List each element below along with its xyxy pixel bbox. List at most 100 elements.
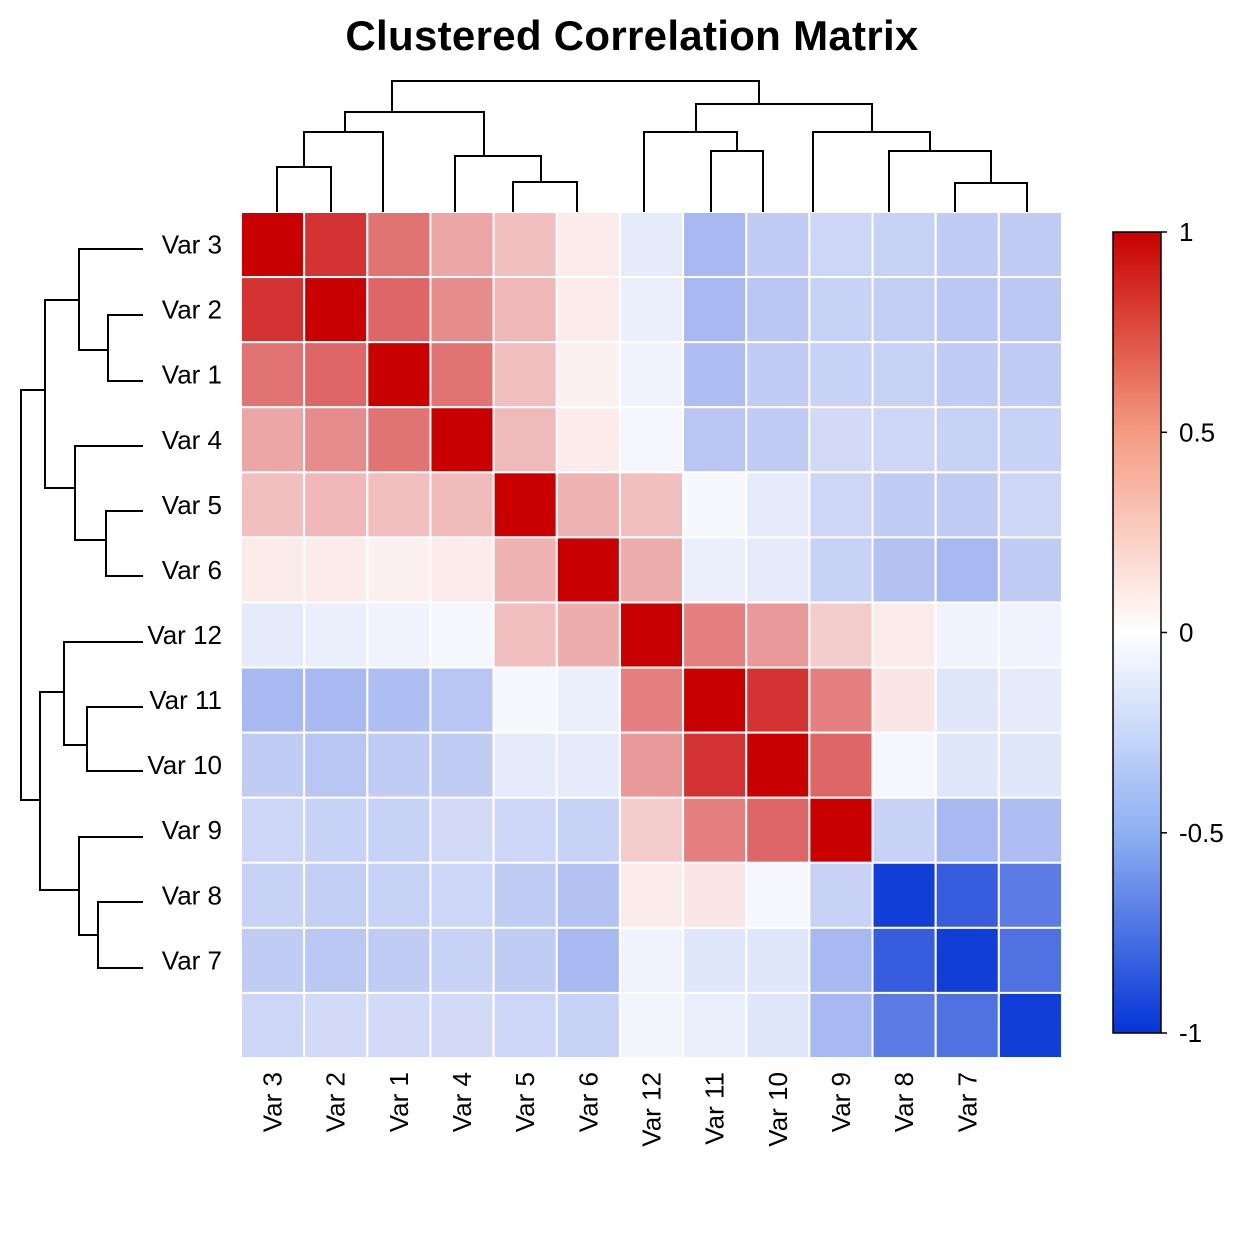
heatmap-cell: [808, 731, 874, 799]
heatmap-cell: [492, 796, 558, 864]
heatmap-cell: [240, 471, 306, 539]
row-label: Var 2: [162, 295, 222, 325]
dendrogram-branch: [888, 150, 992, 212]
heatmap-cell: [682, 471, 748, 539]
heatmap-cell: [745, 341, 811, 409]
dendrogram-branch: [695, 103, 873, 132]
heatmap-cell: [618, 601, 685, 669]
heatmap-cell: [871, 861, 937, 929]
heatmap-cell: [618, 276, 685, 344]
heatmap-cell: [492, 991, 558, 1059]
heatmap-cell: [682, 601, 748, 669]
heatmap-cell: [997, 926, 1063, 994]
heatmap-cell: [997, 341, 1063, 409]
heatmap-cell: [366, 926, 432, 994]
heatmap-cell: [808, 991, 874, 1059]
dendrogram-branch: [512, 181, 578, 212]
dendrogram-branch: [78, 248, 143, 351]
dendrogram-branch: [303, 131, 384, 212]
heatmap-cell: [555, 601, 621, 669]
heatmap-cell: [240, 731, 306, 799]
heatmap-cell: [808, 211, 874, 279]
column-label: Var 8: [889, 1072, 919, 1132]
heatmap-cell: [429, 406, 495, 474]
row-label: Var 6: [162, 555, 222, 585]
heatmap-cell: [745, 406, 811, 474]
heatmap-cell: [240, 211, 306, 279]
heatmap-cell: [808, 666, 874, 734]
heatmap-cell: [745, 536, 811, 604]
heatmap-cell: [492, 861, 558, 929]
heatmap-cell: [618, 926, 685, 994]
heatmap-cell: [429, 211, 495, 279]
dendrogram-branch: [39, 691, 79, 891]
dendrogram-branch: [710, 150, 764, 212]
left-dendrogram: [20, 248, 143, 969]
heatmap-cell: [808, 406, 874, 474]
dendrogram-branch: [78, 836, 143, 936]
heatmap-cell: [934, 991, 1000, 1059]
heatmap-cell: [682, 666, 748, 734]
heatmap-cell: [429, 276, 495, 344]
heatmap-cell: [555, 991, 621, 1059]
heatmap-cell: [934, 536, 1000, 604]
row-label: Var 4: [162, 425, 222, 455]
heatmap-cell: [745, 211, 811, 279]
column-label: Var 6: [573, 1072, 603, 1132]
dendrogram-branch: [391, 80, 760, 112]
heatmap-cell: [682, 991, 748, 1059]
colorbar-tick-label: 0.5: [1179, 417, 1215, 447]
top-dendrogram: [276, 80, 1028, 212]
heatmap-cell: [303, 601, 369, 669]
heatmap-cell: [997, 601, 1063, 669]
heatmap-cell: [240, 601, 306, 669]
dendrogram-branch: [276, 166, 332, 212]
heatmap-cell: [366, 471, 432, 539]
heatmap-cell: [429, 601, 495, 669]
heatmap-cell: [934, 276, 1000, 344]
heatmap-cell: [871, 731, 937, 799]
row-label: Var 5: [162, 490, 222, 520]
colorbar-tick-label: 1: [1179, 217, 1193, 247]
heatmap-cell: [808, 601, 874, 669]
heatmap-cell: [871, 796, 937, 864]
heatmap-cell: [682, 796, 748, 864]
column-label: Var 9: [826, 1072, 856, 1132]
heatmap-cell: [555, 341, 621, 409]
dendrogram-branch: [20, 389, 45, 801]
heatmap-cell: [492, 666, 558, 734]
heatmap-cell: [745, 666, 811, 734]
dendrogram-branch: [86, 706, 143, 772]
heatmap-cell: [997, 861, 1063, 929]
heatmap-cell: [618, 536, 685, 604]
heatmap-cell: [366, 796, 432, 864]
heatmap-cell: [555, 406, 621, 474]
heatmap-cell: [745, 276, 811, 344]
heatmap-cell: [429, 536, 495, 604]
row-label: Var 7: [162, 945, 222, 975]
heatmap-cell: [808, 536, 874, 604]
heatmap-cell: [555, 731, 621, 799]
heatmap-cell: [240, 991, 306, 1059]
heatmap-cell: [555, 211, 621, 279]
heatmap-cell: [745, 991, 811, 1059]
heatmap-cell: [871, 276, 937, 344]
colorbar-tick-label: -0.5: [1179, 818, 1224, 848]
heatmap-cell: [934, 406, 1000, 474]
heatmap-cell: [745, 601, 811, 669]
heatmap-cell: [997, 796, 1063, 864]
heatmap-cell: [429, 796, 495, 864]
heatmap-cell: [682, 861, 748, 929]
heatmap-cell: [997, 536, 1063, 604]
heatmap-cell: [303, 731, 369, 799]
heatmap-cell: [997, 991, 1063, 1059]
row-label: Var 9: [162, 815, 222, 845]
heatmap-cell: [871, 341, 937, 409]
heatmap-cell: [492, 536, 558, 604]
heatmap-cell: [871, 211, 937, 279]
heatmap-cell: [934, 861, 1000, 929]
dendrogram-branch: [812, 131, 931, 212]
heatmap-cell: [745, 861, 811, 929]
heatmap-cell: [429, 991, 495, 1059]
